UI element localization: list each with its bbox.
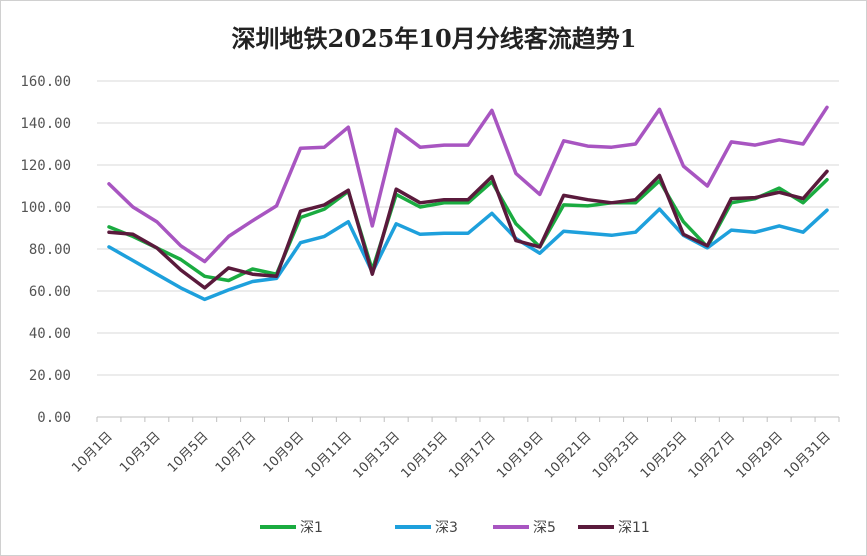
chart-title: 深圳地铁2025年10月分线客流趋势1 (232, 24, 637, 53)
series-line-深11 (107, 169, 829, 290)
x-tick-label: 10月17日 (446, 429, 498, 481)
series-line-深3 (107, 207, 829, 302)
y-tick-label: 40.00 (29, 326, 71, 342)
x-tick-label: 10月11日 (303, 429, 355, 481)
legend: 深1 深3 深5 深11 (260, 520, 650, 536)
legend-label: 深3 (435, 520, 458, 536)
y-axis-ticks: 0.00 20.00 40.00 60.00 80.00 100.00 120.00 140.… (20, 74, 71, 426)
legend-label: 深5 (533, 520, 556, 536)
legend-label: 深11 (618, 520, 650, 536)
y-tick-label: 100.00 (20, 200, 71, 216)
x-tick-label: 10月5日 (165, 429, 212, 476)
x-tick-label: 10月21日 (542, 429, 594, 481)
y-tick-label: 20.00 (29, 368, 71, 384)
x-tick-label: 10月19日 (494, 429, 546, 481)
x-tick-label: 10月15日 (399, 429, 451, 481)
x-tick-label: 10月1日 (69, 429, 116, 476)
x-tick-label: 10月27日 (686, 429, 738, 481)
y-tick-label: 80.00 (29, 242, 71, 258)
gridlines (97, 80, 839, 418)
x-tick-label: 10月31日 (781, 429, 833, 481)
y-tick-label: 60.00 (29, 284, 71, 300)
x-tick-label: 10月23日 (590, 429, 642, 481)
series-line-深5 (107, 105, 829, 264)
x-tick-label: 10月13日 (351, 429, 403, 481)
x-tick-label: 10月29日 (734, 429, 786, 481)
x-tick-label: 10月7日 (213, 429, 260, 476)
legend-label: 深1 (300, 520, 323, 536)
series-lines (107, 105, 829, 302)
y-tick-label: 140.00 (20, 116, 71, 132)
y-tick-label: 120.00 (20, 158, 71, 174)
x-tick-label: 10月9日 (261, 429, 308, 476)
x-axis-ticks: 10月1日 10月3日 10月5日 10月7日 10月9日10月11日10月13日10月… (69, 417, 840, 482)
x-tick-label: 10月3日 (117, 429, 164, 476)
y-tick-label: 160.00 (20, 74, 71, 90)
series-line-深1 (107, 177, 829, 283)
y-tick-label: 0.00 (37, 410, 71, 426)
x-tick-label: 10月25日 (638, 429, 690, 481)
